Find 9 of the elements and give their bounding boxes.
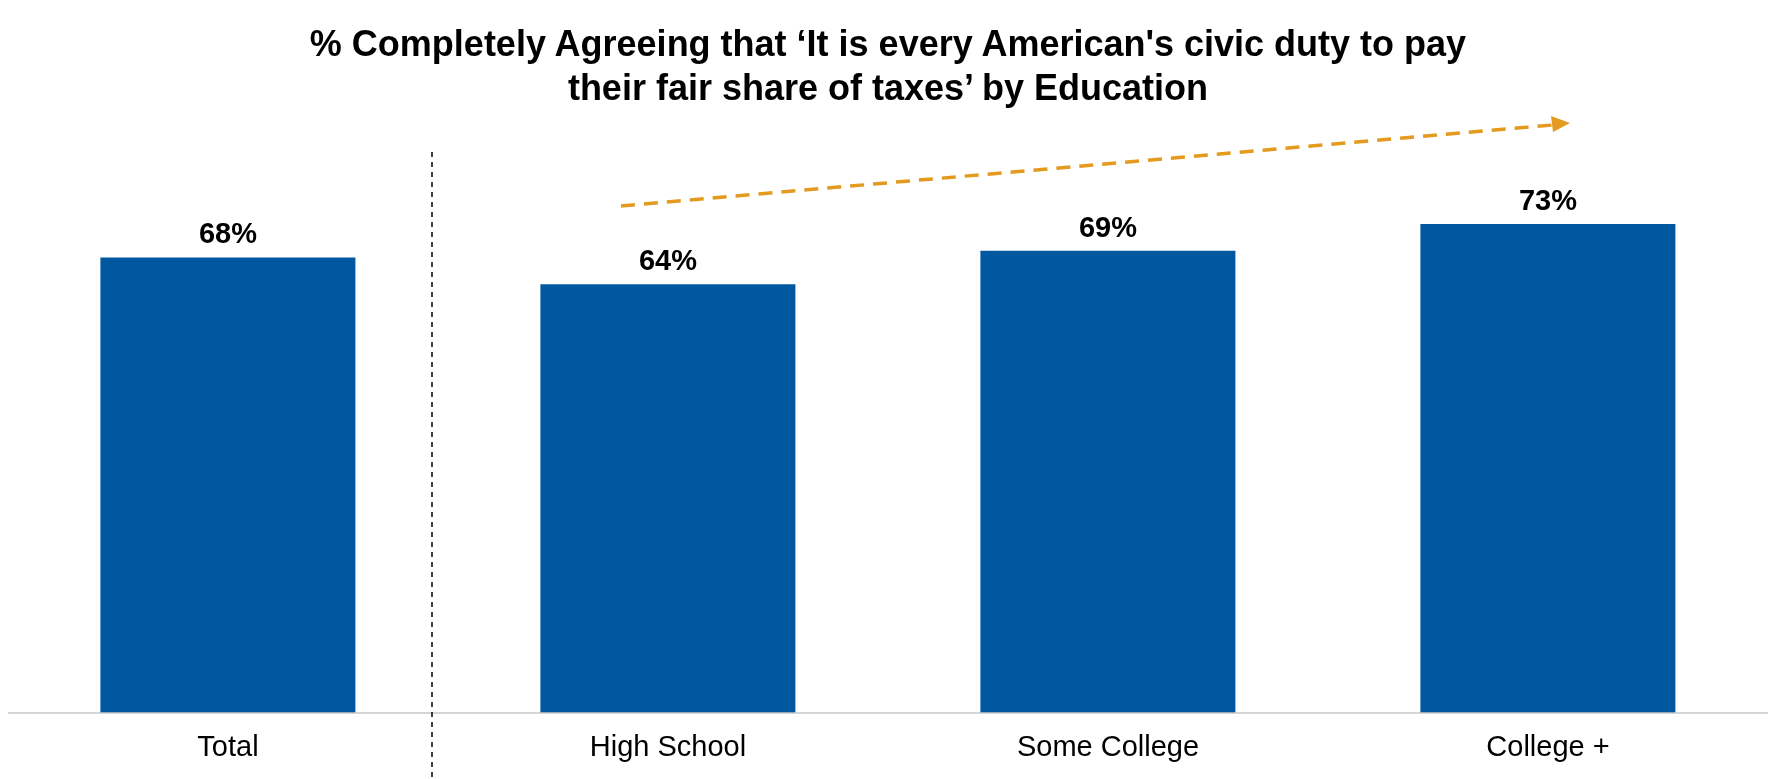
data-label: 73% bbox=[1518, 183, 1578, 216]
x-tick-label: Total bbox=[197, 729, 259, 762]
x-tick-label: High School bbox=[589, 729, 747, 762]
data-label: 68% bbox=[198, 217, 258, 250]
data-label: 69% bbox=[1078, 210, 1138, 243]
x-tick-label: College + bbox=[1486, 729, 1610, 762]
data-label: 64% bbox=[638, 244, 698, 277]
chart-title: % Completely Agreeing that ‘It is every American's civic duty to pay their fair share of taxes’ by Education bbox=[308, 22, 1468, 110]
x-tick-label: Some College bbox=[1016, 729, 1200, 762]
